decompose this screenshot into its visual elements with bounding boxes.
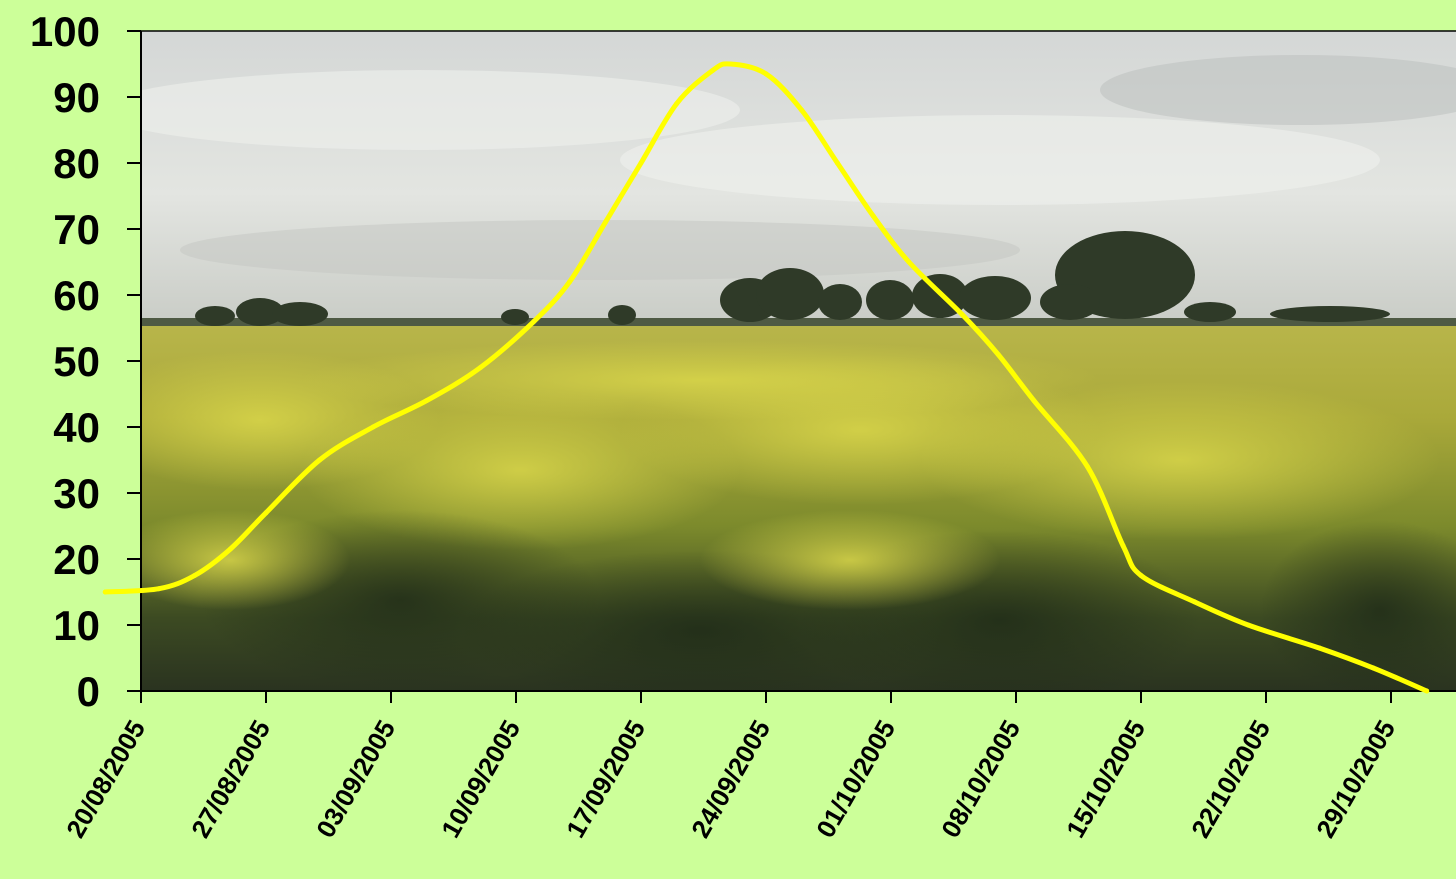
data-point: [156, 586, 162, 592]
x-tick-label: 03/09/2005: [310, 715, 401, 843]
y-tick-label: 0: [77, 668, 100, 715]
data-point: [1031, 398, 1037, 404]
x-tick-label: 24/09/2005: [685, 715, 776, 843]
x-tick-label: 15/10/2005: [1060, 715, 1151, 843]
y-tick-label: 90: [53, 74, 100, 121]
y-tick-label: 10: [53, 602, 100, 649]
data-point: [1120, 543, 1126, 549]
series-line-0: [102, 61, 1430, 694]
x-tick-label: 01/10/2005: [810, 715, 901, 843]
data-point: [1138, 573, 1144, 578]
data-point: [227, 546, 233, 552]
y-tick-label: 20: [53, 536, 100, 583]
x-tick-label: 08/10/2005: [935, 715, 1026, 843]
data-point: [567, 279, 573, 285]
x-tick-label: 27/08/2005: [185, 715, 276, 843]
data-point: [709, 68, 715, 74]
y-tick-label: 40: [53, 404, 100, 451]
data-point: [727, 61, 733, 67]
data-point: [477, 365, 483, 371]
x-tick-label: 22/10/2005: [1185, 715, 1276, 843]
data-point: [870, 213, 876, 219]
rapeseed-field-photo: [141, 31, 1456, 691]
data-point: [674, 101, 680, 107]
y-tick-label: 30: [53, 470, 100, 517]
data-point: [531, 318, 537, 324]
x-tick-label: 20/08/2005: [60, 715, 151, 843]
data-point: [370, 424, 376, 430]
data-point: [906, 259, 912, 265]
data-point: [995, 351, 1001, 357]
data-point: [1370, 665, 1376, 671]
data-point: [1245, 622, 1251, 628]
y-tick-label: 60: [53, 272, 100, 319]
data-point: [1192, 599, 1198, 605]
y-tick-label: 50: [53, 338, 100, 385]
data-point: [959, 312, 965, 318]
data-point: [834, 160, 840, 166]
data-point: [424, 398, 430, 404]
data-point: [763, 71, 769, 77]
y-tick-label: 100: [30, 8, 100, 55]
x-axis-ticks: 20/08/2005 27/08/2005 03/09/2005 10/09/2005…: [60, 691, 1401, 843]
data-point: [317, 457, 323, 463]
data-point: [102, 589, 108, 595]
x-tick-label: 10/09/2005: [435, 715, 526, 843]
y-tick-label: 70: [53, 206, 100, 253]
y-axis-ticks: 0 10 20 30 40 50 60 70 80 90 100: [30, 8, 141, 715]
y-tick-label: 80: [53, 140, 100, 187]
series-group: [102, 61, 1430, 694]
data-point: [263, 510, 269, 516]
data-point: [638, 160, 644, 166]
data-point: [192, 573, 198, 578]
data-point: [799, 107, 805, 113]
x-tick-label: 17/09/2005: [560, 715, 651, 843]
x-tick-label: 29/10/2005: [1310, 715, 1401, 843]
data-point: [602, 219, 608, 225]
data-point: [1317, 645, 1323, 651]
data-point: [1084, 464, 1090, 470]
data-point: [1424, 688, 1430, 694]
